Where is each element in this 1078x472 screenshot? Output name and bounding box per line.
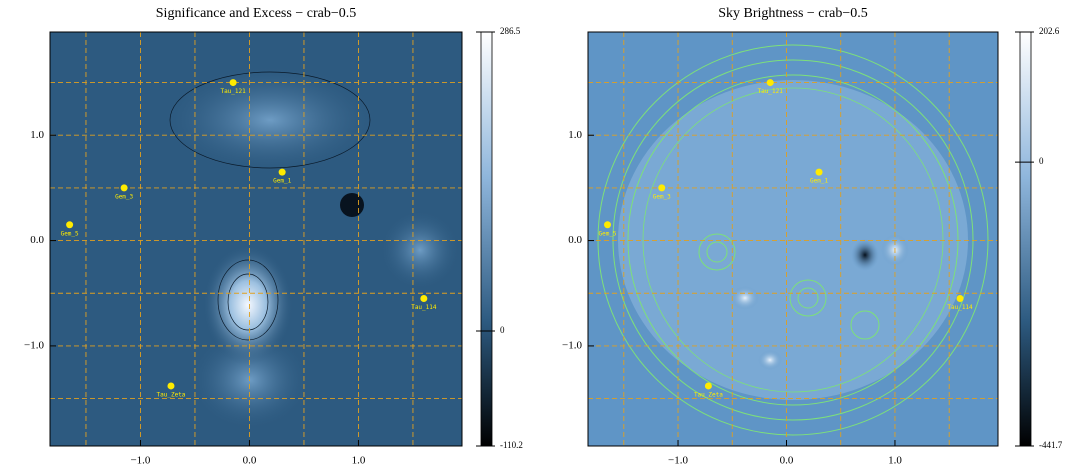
- source-marker: [420, 295, 428, 303]
- source-marker: [278, 168, 286, 176]
- source-label: Gem_5: [598, 230, 616, 237]
- source-marker: [658, 184, 666, 192]
- source-label: Tau_114: [947, 304, 973, 311]
- colorbar-tick-label: 286.5: [500, 26, 521, 36]
- x-tick-label: 0.0: [243, 455, 257, 467]
- colorbar-tick-label: 0: [500, 325, 505, 335]
- x-tick-label: 0.0: [780, 455, 794, 467]
- source-label: Tau_Zeta: [157, 391, 186, 398]
- colorbar: [480, 31, 493, 447]
- source-marker: [120, 184, 128, 192]
- colorbar-tick-label: -110.2: [500, 440, 523, 450]
- plot-frame: [587, 31, 999, 447]
- source-label: Gem_3: [115, 193, 133, 200]
- source-marker: [229, 79, 237, 87]
- source-marker: [167, 382, 175, 390]
- y-tick-label: −1.0: [562, 339, 582, 351]
- colorbar-tick-label: 202.6: [1039, 26, 1060, 36]
- source-marker: [815, 168, 823, 176]
- heatmap-image: [50, 32, 462, 446]
- source-marker: [604, 221, 612, 229]
- source-label: Gem_5: [61, 230, 79, 237]
- chart-title: Sky Brightness − crab−0.5: [718, 6, 868, 21]
- source-marker: [766, 79, 774, 87]
- x-tick-label: −1.0: [130, 455, 150, 467]
- y-tick-label: 0.0: [30, 234, 44, 246]
- colorbar: [1019, 31, 1032, 447]
- source-label: Tau_121: [220, 88, 246, 95]
- source-marker: [704, 382, 712, 390]
- source-label: Tau_121: [758, 88, 784, 95]
- colorbar-tick-label: 0: [1039, 156, 1044, 166]
- source-marker: [956, 295, 964, 303]
- y-tick-label: 1.0: [568, 129, 582, 141]
- source-label: Gem_1: [810, 178, 828, 185]
- chart-title: Significance and Excess − crab−0.5: [156, 6, 356, 21]
- y-tick-label: 0.0: [568, 234, 582, 246]
- x-tick-label: 1.0: [888, 455, 902, 467]
- plot-frame: [49, 31, 463, 447]
- source-marker: [66, 221, 74, 229]
- source-label: Gem_1: [273, 178, 291, 185]
- source-label: Gem_3: [653, 193, 671, 200]
- y-tick-label: 1.0: [30, 129, 44, 141]
- heatmap-image: [588, 32, 998, 446]
- source-label: Tau_Zeta: [694, 391, 723, 398]
- source-label: Tau_114: [411, 304, 437, 311]
- colorbar-tick-label: -441.7: [1039, 440, 1063, 450]
- y-tick-label: −1.0: [24, 339, 44, 351]
- x-tick-label: −1.0: [668, 455, 688, 467]
- x-tick-label: 1.0: [352, 455, 366, 467]
